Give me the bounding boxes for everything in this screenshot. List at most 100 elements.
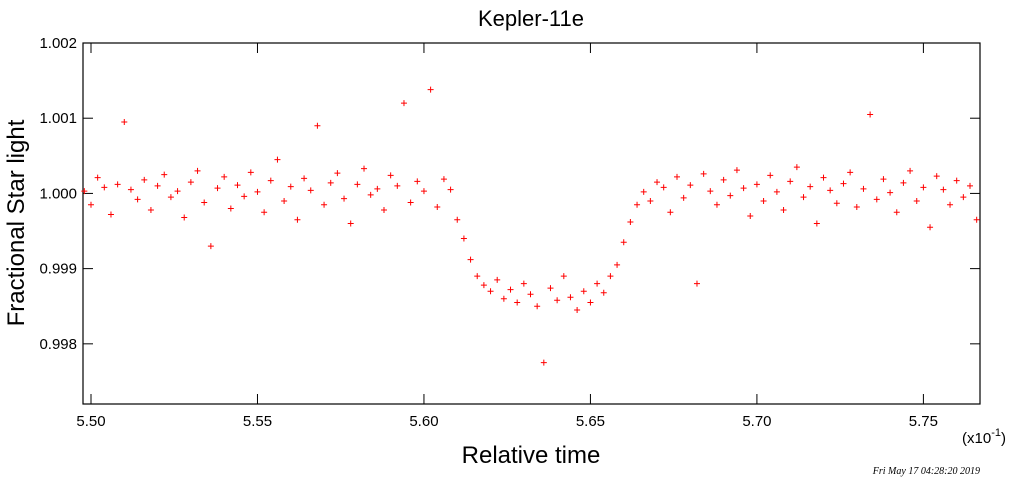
- data-point: [587, 299, 594, 306]
- data-point: [840, 180, 847, 187]
- data-point: [447, 186, 454, 193]
- data-point: [747, 212, 754, 219]
- data-point: [301, 175, 308, 182]
- y-tick-label: 1.001: [39, 110, 77, 127]
- data-point: [780, 206, 787, 213]
- data-point: [807, 183, 814, 190]
- x-tick-label: 5.50: [76, 413, 105, 430]
- data-point: [127, 186, 134, 193]
- data-point: [614, 261, 621, 268]
- data-point: [361, 165, 368, 172]
- data-point: [454, 216, 461, 223]
- data-point: [161, 171, 168, 178]
- data-point: [893, 209, 900, 216]
- data-point: [380, 206, 387, 213]
- data-point: [973, 216, 980, 223]
- data-point: [341, 195, 348, 202]
- data-point: [480, 282, 487, 289]
- data-point: [121, 118, 128, 125]
- x-tick-label: 5.65: [576, 413, 605, 430]
- data-point: [720, 176, 727, 183]
- data-point: [574, 306, 581, 313]
- data-point: [753, 181, 760, 188]
- x-axis-label: Relative time: [462, 442, 601, 469]
- data-point: [920, 184, 927, 191]
- data-point: [620, 239, 627, 246]
- data-point: [214, 185, 221, 192]
- multiplier-close: ): [1001, 430, 1006, 447]
- data-point: [727, 192, 734, 199]
- data-point: [227, 205, 234, 212]
- data-point: [307, 187, 314, 194]
- data-point: [327, 179, 334, 186]
- data-point: [207, 243, 214, 250]
- data-point: [254, 188, 261, 195]
- data-point: [640, 188, 647, 195]
- data-point: [440, 176, 447, 183]
- data-point: [933, 173, 940, 180]
- data-point: [427, 86, 434, 93]
- data-point: [181, 214, 188, 221]
- data-point: [520, 280, 527, 287]
- data-point: [660, 184, 667, 191]
- data-point: [527, 291, 534, 298]
- data-point: [494, 276, 501, 283]
- data-point: [760, 197, 767, 204]
- data-point: [94, 174, 101, 181]
- data-point: [907, 167, 914, 174]
- data-point: [400, 100, 407, 107]
- data-point: [81, 188, 88, 195]
- data-point: [767, 172, 774, 179]
- data-point: [967, 182, 974, 189]
- data-point: [634, 201, 641, 208]
- data-point: [740, 185, 747, 192]
- data-point: [887, 189, 894, 196]
- x-tick-label: 5.60: [409, 413, 438, 430]
- data-point: [387, 172, 394, 179]
- data-point: [141, 176, 148, 183]
- data-point: [833, 200, 840, 207]
- data-point: [347, 220, 354, 227]
- data-point: [321, 201, 328, 208]
- data-point: [594, 280, 601, 287]
- data-point: [713, 201, 720, 208]
- y-axis-label: Fractional Star light: [3, 119, 30, 326]
- data-point: [733, 167, 740, 174]
- data-point: [394, 182, 401, 189]
- timestamp: Fri May 17 04:28:20 2019: [872, 466, 980, 477]
- data-point: [500, 295, 507, 302]
- data-point: [847, 169, 854, 176]
- x-multiplier: (x10-1): [962, 427, 1006, 447]
- data-point: [627, 218, 634, 225]
- data-point: [554, 297, 561, 304]
- data-point: [927, 224, 934, 231]
- data-point: [261, 209, 268, 216]
- data-point: [793, 164, 800, 171]
- data-point: [414, 178, 421, 185]
- data-point: [567, 294, 574, 301]
- data-point: [680, 194, 687, 201]
- x-tick-label: 5.55: [243, 413, 272, 430]
- y-tick-label: 0.998: [39, 336, 77, 353]
- data-point: [87, 201, 94, 208]
- data-point: [813, 220, 820, 227]
- data-point: [860, 185, 867, 192]
- data-point: [460, 235, 467, 242]
- data-point: [873, 196, 880, 203]
- data-point: [707, 188, 714, 195]
- data-point: [420, 188, 427, 195]
- data-point: [880, 176, 887, 183]
- data-point: [800, 194, 807, 201]
- data-point: [287, 183, 294, 190]
- data-point: [354, 181, 361, 188]
- data-point: [367, 191, 374, 198]
- data-point: [467, 256, 474, 263]
- data-point: [514, 299, 521, 306]
- data-point: [167, 194, 174, 201]
- data-point: [281, 197, 288, 204]
- chart-title: Kepler-11e: [478, 6, 584, 31]
- data-point: [667, 209, 674, 216]
- x-tick-label: 5.70: [742, 413, 771, 430]
